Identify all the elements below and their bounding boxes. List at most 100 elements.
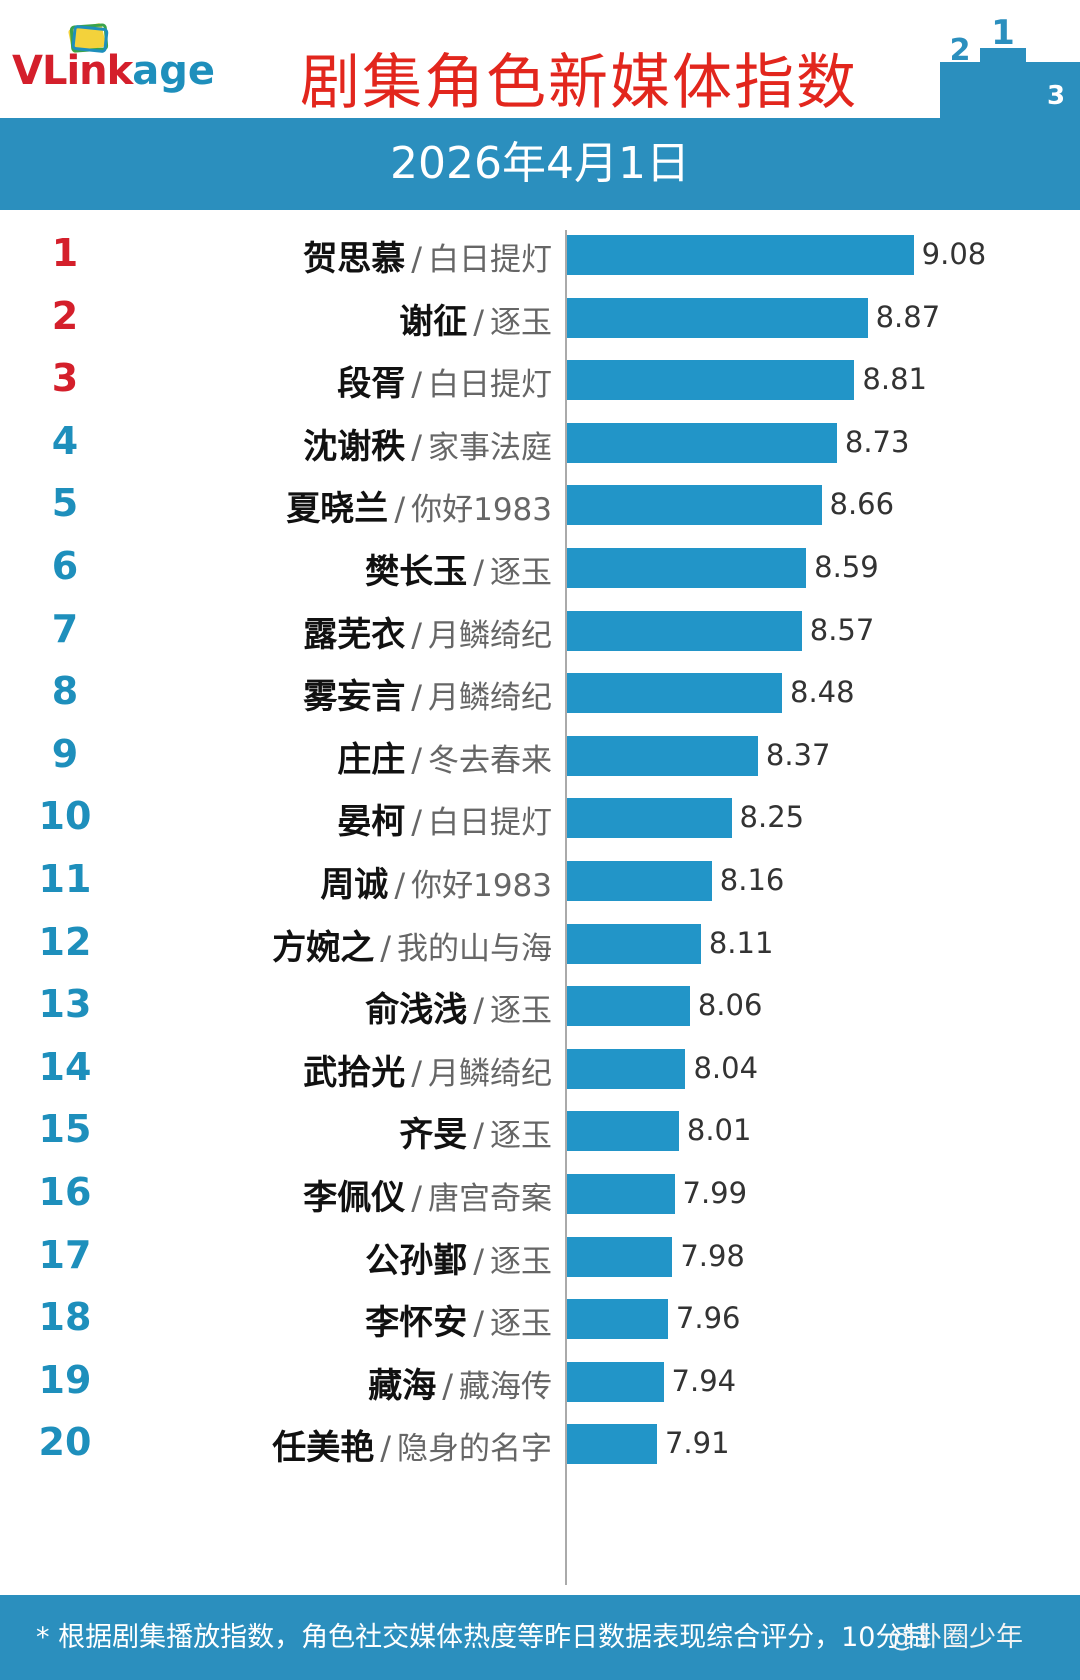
bar: [567, 610, 802, 651]
rank-number: 11: [38, 857, 92, 901]
show-title: 白日提灯: [428, 242, 552, 278]
character-name: 晏柯: [337, 802, 406, 843]
show-title: 逐玉: [490, 993, 552, 1030]
label-separator: /: [394, 866, 406, 904]
character-name: 沈谢秩: [303, 426, 406, 467]
show-title: 逐玉: [490, 1306, 552, 1343]
logo-age: age: [132, 48, 215, 94]
character-name: 段胥: [337, 364, 406, 405]
bar: [567, 735, 758, 776]
logo-cards-icon: [68, 23, 109, 53]
bar-label: 雾妄言 / 月鳞绮纪: [120, 669, 552, 718]
rank-number: 8: [51, 669, 79, 714]
show-title: 隐身的名字: [397, 1431, 552, 1468]
rank-number: 20: [38, 1420, 92, 1465]
bar: [567, 235, 914, 275]
rank-number: 9: [51, 731, 79, 776]
character-name: 公孙鄞: [365, 1240, 468, 1281]
value-label: 8.66: [829, 487, 895, 522]
value-label: 8.16: [719, 863, 785, 897]
value-label: 8.37: [765, 737, 831, 772]
bar: [567, 1299, 668, 1340]
show-title: 唐宫奇案: [428, 1181, 552, 1217]
bar-label: 公孙鄞 / 逐玉: [120, 1233, 552, 1282]
show-title: 月鳞绮纪: [428, 680, 552, 717]
label-separator: /: [411, 740, 422, 779]
podium-icon: 1 2 3: [940, 18, 1080, 118]
character-name: 露芜衣: [303, 614, 406, 655]
rank-number: 5: [51, 481, 79, 526]
rank-number: 14: [38, 1044, 92, 1089]
header: VLinkage 剧集角色新媒体指数 1 2 3: [0, 0, 1080, 118]
label-separator: /: [411, 240, 422, 278]
value-label: 8.06: [697, 988, 763, 1023]
bar-label: 晏柯 / 白日提灯: [120, 794, 552, 843]
rank-number: 1: [51, 231, 79, 275]
watermark: @卦圈少年: [888, 1622, 1023, 1653]
rank-number: 4: [51, 418, 79, 463]
bar: [567, 1111, 679, 1152]
bar-label: 贺思慕 / 白日提灯: [120, 231, 552, 280]
label-separator: /: [394, 490, 406, 529]
chart-axis-line: [565, 230, 567, 1585]
value-label: 9.08: [921, 237, 987, 271]
bar: [567, 861, 712, 901]
bar: [567, 923, 701, 964]
label-separator: /: [411, 803, 422, 842]
label-separator: /: [442, 1366, 453, 1405]
label-separator: /: [380, 1429, 391, 1468]
show-title: 藏海传: [459, 1368, 552, 1405]
character-name: 谢征: [399, 301, 468, 342]
label-separator: /: [473, 553, 484, 591]
rank-number: 15: [38, 1107, 92, 1152]
label-separator: /: [411, 615, 422, 654]
character-name: 任美艳: [272, 1428, 375, 1469]
show-title: 白日提灯: [428, 367, 552, 404]
label-separator: /: [473, 1241, 484, 1280]
bar: [567, 1174, 675, 1214]
bar: [567, 986, 690, 1027]
rank-number: 6: [51, 544, 79, 588]
bar: [567, 548, 807, 588]
character-name: 齐旻: [399, 1115, 468, 1156]
bar-label: 武拾光 / 月鳞绮纪: [120, 1045, 552, 1094]
label-separator: /: [473, 1304, 484, 1343]
label-separator: /: [411, 678, 422, 717]
character-name: 雾妄言: [303, 677, 406, 718]
value-label: 8.57: [809, 612, 875, 647]
show-title: 家事法庭: [428, 429, 552, 466]
bar-label: 沈谢秩 / 家事法庭: [120, 419, 552, 468]
label-separator: /: [473, 302, 484, 341]
character-name: 贺思慕: [303, 239, 406, 279]
logo: VLinkage: [12, 48, 215, 94]
ranking-chart: 1 贺思慕 / 白日提灯 9.08 2 谢征 / 逐玉 8.87 3 段胥 / 白日提灯 8.81 4 沈谢秩 /…: [0, 210, 1080, 1595]
value-label: 8.73: [844, 424, 910, 459]
bar-label: 露芜衣 / 月鳞绮纪: [120, 607, 552, 656]
rank-number: 19: [38, 1357, 92, 1402]
podium-number-2: 2: [950, 33, 971, 68]
character-name: 周诚: [320, 865, 389, 905]
show-title: 逐玉: [490, 1118, 552, 1155]
rank-number: 18: [38, 1295, 92, 1340]
bar-label: 方婉之 / 我的山与海: [120, 920, 552, 969]
show-title: 月鳞绮纪: [428, 617, 552, 654]
value-label: 8.11: [708, 925, 774, 960]
show-title: 冬去春来: [428, 742, 552, 779]
character-name: 樊长玉: [365, 552, 468, 592]
rank-number: 2: [51, 293, 79, 338]
value-label: 7.94: [671, 1363, 737, 1398]
rank-number: 7: [51, 606, 79, 651]
bar-label: 庄庄 / 冬去春来: [120, 732, 552, 781]
rank-number: 3: [51, 356, 79, 401]
value-label: 7.98: [680, 1238, 745, 1273]
show-title: 月鳞绮纪: [428, 1055, 552, 1092]
footer: * 根据剧集播放指数，角色社交媒体热度等昨日数据表现综合评分，10分制 @卦圈少…: [0, 1595, 1080, 1680]
bar: [567, 798, 732, 839]
bar-label: 段胥 / 白日提灯: [120, 356, 552, 405]
show-title: 你好1983: [411, 492, 552, 529]
bar-label: 夏晓兰 / 你好1983: [120, 481, 552, 530]
character-name: 武拾光: [303, 1052, 406, 1093]
bar: [567, 297, 868, 338]
bar: [567, 1236, 673, 1277]
bar: [567, 485, 822, 526]
